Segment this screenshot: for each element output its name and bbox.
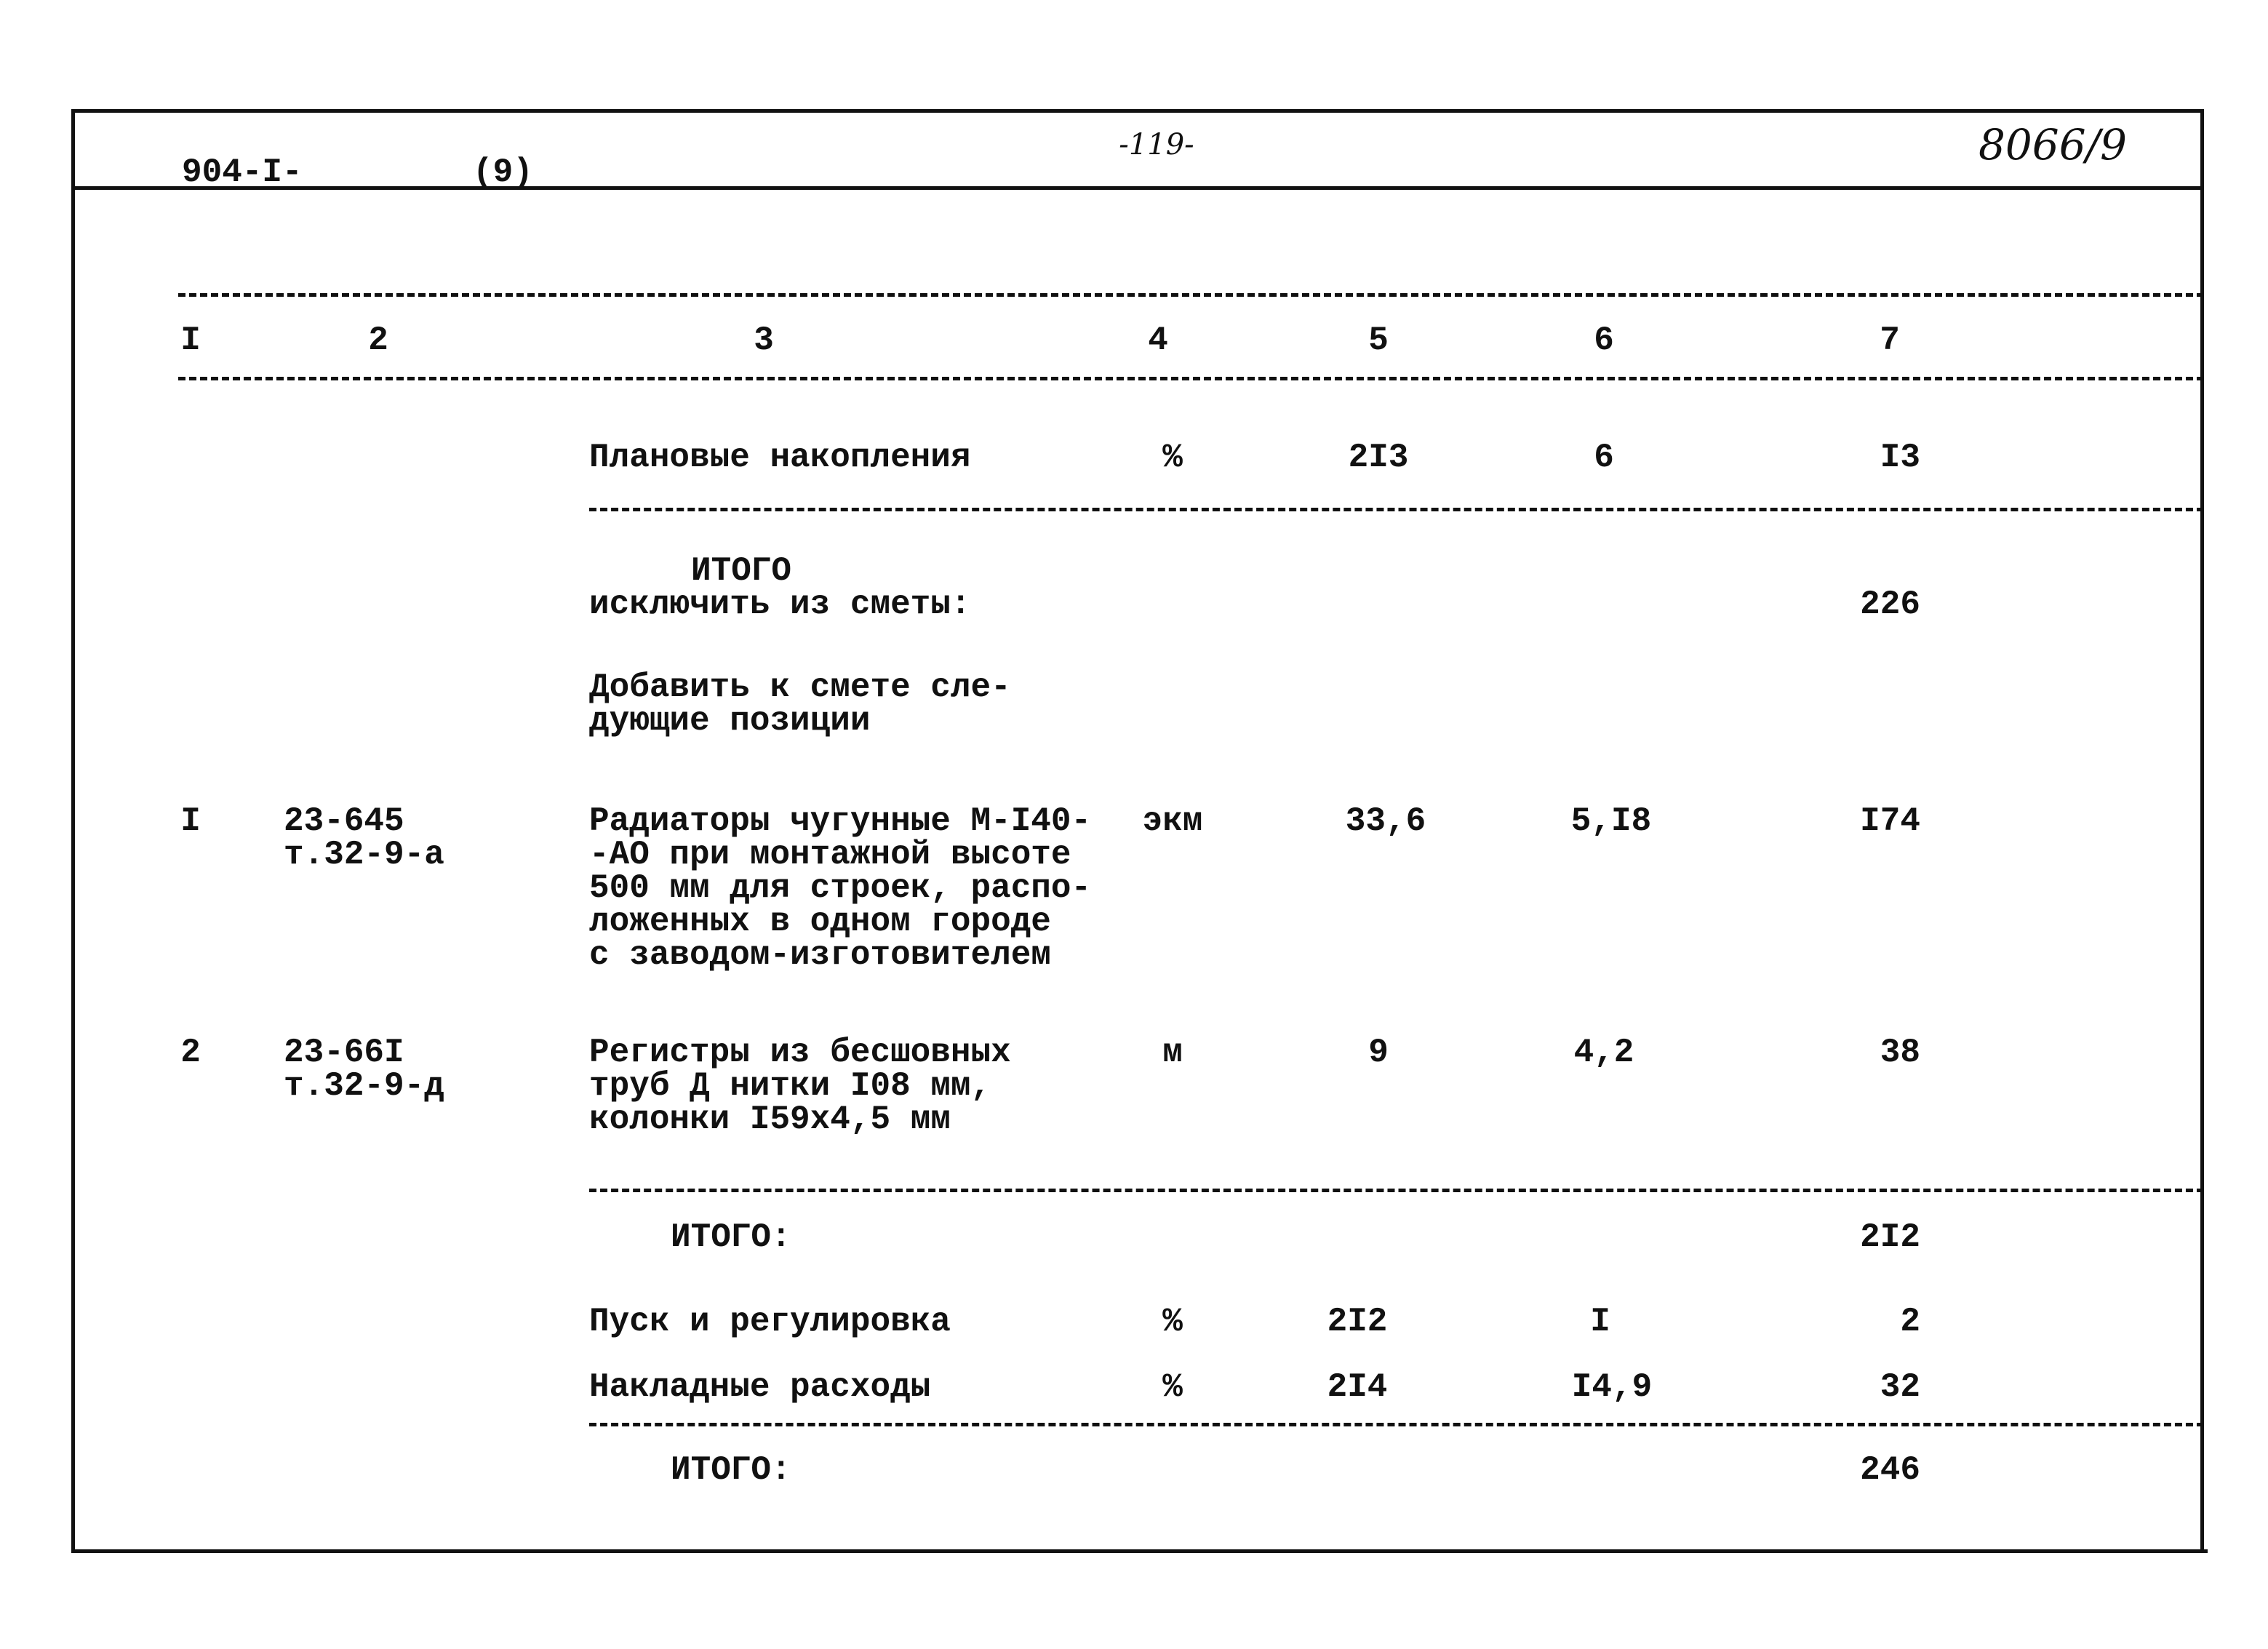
item-col6: 4,2 <box>1573 1034 1634 1071</box>
total-exclude-value: 226 <box>1860 586 1920 623</box>
header-bottom-line <box>73 186 2204 190</box>
column-number-5: 5 <box>1368 322 1389 359</box>
item-unit: экм <box>1142 802 1203 840</box>
divider <box>589 508 2204 511</box>
item-name-line: труб Д нитки I08 мм, <box>589 1067 991 1105</box>
archive-number: 8066/9 <box>1978 120 2128 169</box>
item-name-line: Регистры из бесшовных <box>589 1034 1011 1071</box>
planned-savings-name: Плановые накопления <box>589 439 971 476</box>
frame-bottom-line <box>73 1549 2208 1553</box>
startup-col6: I <box>1590 1303 1610 1341</box>
item-number: 2 <box>180 1034 201 1071</box>
startup-name: Пуск и регулировка <box>589 1303 951 1341</box>
item-name-line: Радиаторы чугунные М-I40- <box>589 802 1092 840</box>
planned-savings-col5: 2I3 <box>1348 439 1409 476</box>
item-code-table: т.32-9-а <box>284 836 444 874</box>
overhead-col6: I4,9 <box>1571 1368 1653 1406</box>
overhead-unit: % <box>1162 1368 1183 1406</box>
planned-savings-unit: % <box>1162 439 1183 476</box>
item-col5: 9 <box>1368 1034 1389 1071</box>
column-number-7: 7 <box>1880 322 1900 359</box>
column-number-1: I <box>180 322 201 359</box>
column-number-4: 4 <box>1148 322 1168 359</box>
divider <box>589 1423 2204 1426</box>
column-header-bottom-divider <box>178 377 2204 380</box>
item-col7: I74 <box>1860 802 1920 840</box>
doc-code: 904-I- <box>182 153 303 191</box>
item-code-table: т.32-9-д <box>284 1067 444 1105</box>
item-name-line: ложенных в одном городе <box>589 903 1051 941</box>
overhead-name: Накладные расходы <box>589 1368 931 1406</box>
column-header-top-divider <box>178 293 2204 297</box>
column-number-6: 6 <box>1594 322 1614 359</box>
divider <box>589 1189 2204 1192</box>
add-note-line1: Добавить к смете сле- <box>589 668 1011 706</box>
item-col7: 38 <box>1880 1034 1920 1071</box>
overhead-col5: 2I4 <box>1327 1368 1388 1406</box>
frame-left-line <box>71 109 75 1553</box>
item-code: 23-645 <box>284 802 404 840</box>
subtotal-label: ИТОГО: <box>671 1218 791 1256</box>
total-exclude-label: ИТОГО <box>691 552 792 590</box>
startup-unit: % <box>1162 1303 1183 1341</box>
item-col6: 5,I8 <box>1570 802 1652 840</box>
doc-part: (9) <box>473 153 533 191</box>
overhead-col7: 32 <box>1880 1368 1920 1406</box>
item-code: 23-66I <box>284 1034 404 1071</box>
frame-right-line <box>2200 109 2204 1549</box>
item-name-line: колонки I59x4,5 мм <box>589 1101 951 1138</box>
frame-top-line <box>73 109 2204 113</box>
add-note-line2: дующие позиции <box>589 702 871 740</box>
item-name-line: с заводом-изготовителем <box>589 936 1051 974</box>
planned-savings-col6: 6 <box>1594 439 1614 476</box>
item-name-line: 500 мм для строек, распо- <box>589 869 1092 907</box>
item-unit: м <box>1162 1034 1183 1071</box>
subtotal-value: 2I2 <box>1860 1218 1920 1256</box>
total-exclude-sublabel: исключить из сметы: <box>589 586 971 623</box>
startup-col7: 2 <box>1900 1303 1920 1341</box>
column-number-3: 3 <box>754 322 774 359</box>
item-col5: 33,6 <box>1345 802 1426 840</box>
item-name-line: -АО при монтажной высоте <box>589 836 1071 874</box>
total-label: ИТОГО: <box>671 1451 791 1489</box>
column-number-2: 2 <box>368 322 388 359</box>
startup-col5: 2I2 <box>1327 1303 1388 1341</box>
planned-savings-col7: I3 <box>1880 439 1920 476</box>
total-value: 246 <box>1860 1451 1920 1489</box>
page-number: -119- <box>1119 128 1194 161</box>
item-number: I <box>180 802 201 840</box>
